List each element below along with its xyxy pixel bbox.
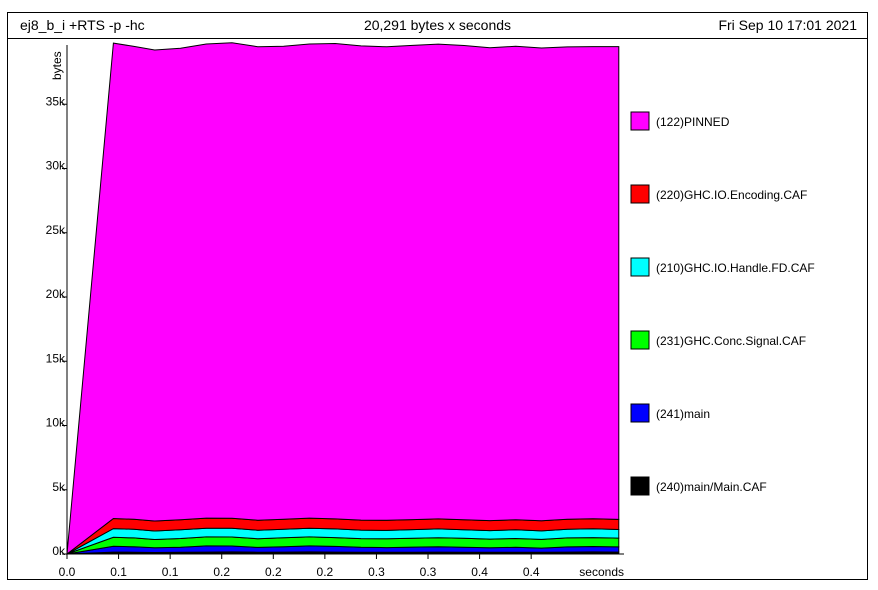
y-tick-label: 30k [46,159,66,173]
x-tick-label: 0.2 [265,565,282,579]
date-label: Fri Sep 10 17:01 2021 [718,17,857,33]
y-tick-label: 5k [52,480,66,494]
y-tick-label: 10k [46,416,66,430]
legend-swatch [630,184,650,204]
legend-swatch [630,111,650,131]
legend-swatch [630,330,650,350]
x-tick-label: 0.3 [420,565,437,579]
y-tick-label: 0k [52,544,66,558]
x-tick-label: 0.1 [162,565,179,579]
legend-swatch [630,257,650,277]
x-tick-label: 0.1 [110,565,127,579]
program-label: ej8_b_i +RTS -p -hc [20,17,145,33]
x-tick-label: 0.0 [59,565,76,579]
x-tick-label: 0.2 [317,565,334,579]
area-122-pinned [66,42,620,556]
legend-label: (210)GHC.IO.Handle.FD.CAF [656,261,815,275]
y-tick-label: 35k [46,94,66,108]
legend-swatch [630,403,650,423]
legend-label: (241)main [656,407,710,421]
x-tick-label: 0.3 [368,565,385,579]
x-axis-title: seconds [579,565,624,579]
y-axis-title: bytes [50,51,64,80]
total-label: 20,291 bytes x seconds [363,17,512,33]
x-tick-label: 0.2 [213,565,230,579]
legend-label: (240)main/Main.CAF [656,480,767,494]
legend-swatch [630,476,650,496]
y-tick-label: 25k [46,223,66,237]
legend-label: (231)GHC.Conc.Signal.CAF [656,334,806,348]
chart-header: ej8_b_i +RTS -p -hc 20,291 bytes x secon… [7,12,868,39]
legend-label: (122)PINNED [656,115,730,129]
legend-label: (220)GHC.IO.Encoding.CAF [656,188,807,202]
x-tick-label: 0.4 [523,565,540,579]
y-tick-label: 15k [46,351,66,365]
x-tick-label: 0.4 [471,565,488,579]
y-tick-label: 20k [46,287,66,301]
